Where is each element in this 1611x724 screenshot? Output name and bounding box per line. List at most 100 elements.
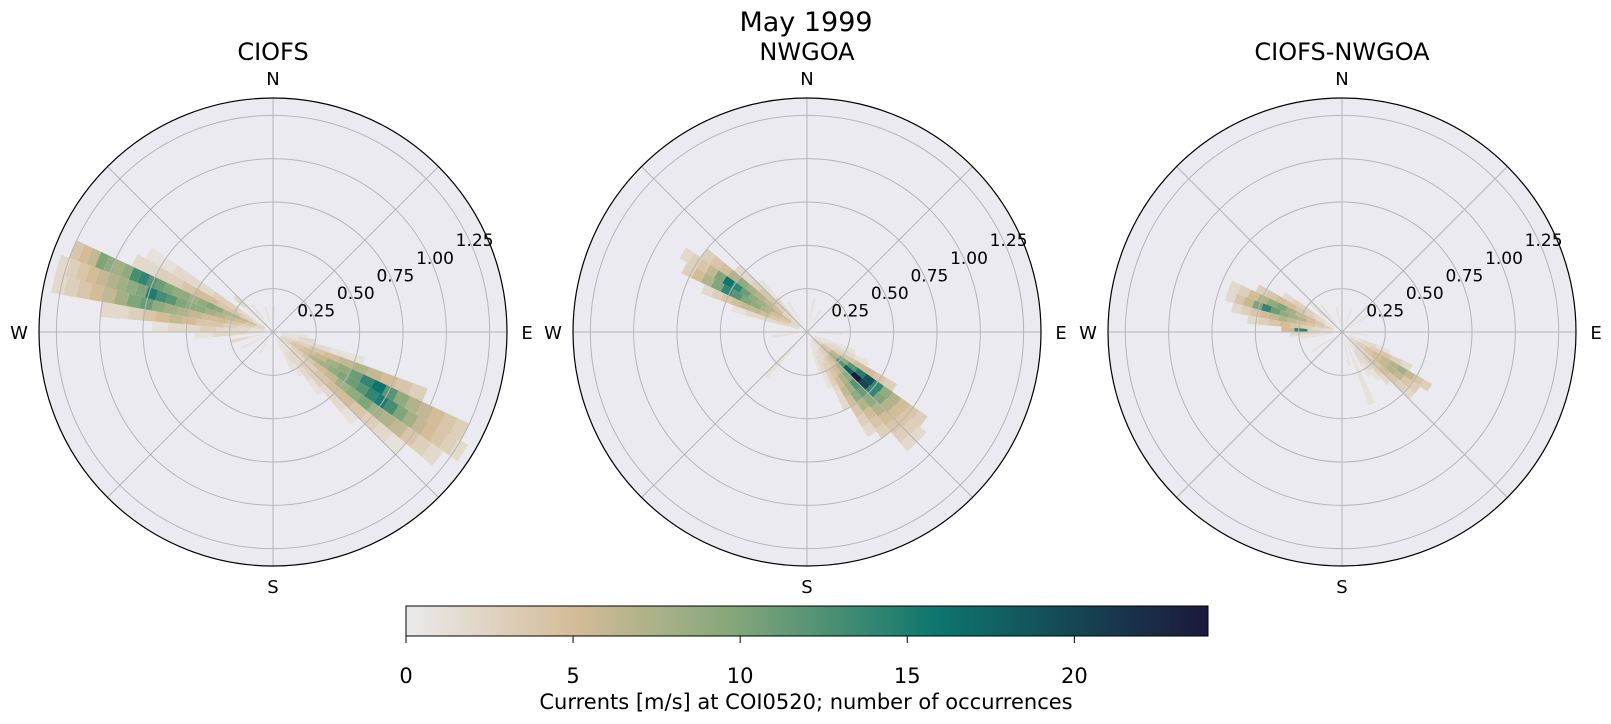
histogram-cell bbox=[290, 348, 305, 362]
histogram-cell bbox=[1348, 336, 1357, 344]
histogram-cell bbox=[88, 283, 105, 302]
histogram-cell bbox=[307, 378, 324, 396]
radial-tick-label: 1.25 bbox=[456, 231, 494, 251]
histogram-cell bbox=[179, 290, 192, 302]
histogram-cell bbox=[65, 258, 81, 280]
histogram-cell bbox=[151, 321, 169, 332]
histogram-cell bbox=[248, 329, 265, 332]
histogram-cell bbox=[1326, 317, 1336, 327]
histogram-cell bbox=[687, 253, 703, 269]
direction-label: W bbox=[1079, 323, 1097, 344]
histogram-cell bbox=[887, 392, 902, 407]
histogram-cell bbox=[1319, 303, 1330, 316]
histogram-cell bbox=[1305, 322, 1316, 328]
histogram-cell bbox=[740, 295, 753, 306]
grid-spoke bbox=[1176, 331, 1343, 498]
histogram-cell bbox=[1292, 299, 1306, 310]
histogram-cell bbox=[1318, 332, 1334, 335]
histogram-cell bbox=[113, 304, 130, 320]
histogram-cell bbox=[1419, 379, 1433, 392]
histogram-cell bbox=[273, 306, 276, 324]
histogram-cell bbox=[903, 404, 919, 420]
histogram-cell bbox=[1372, 350, 1383, 359]
histogram-cell bbox=[145, 286, 159, 301]
histogram-cell bbox=[291, 362, 303, 378]
histogram-cell bbox=[171, 286, 184, 299]
histogram-cell bbox=[756, 298, 768, 308]
histogram-cell bbox=[209, 320, 224, 328]
histogram-cell bbox=[828, 351, 838, 361]
histogram-cell bbox=[1356, 371, 1368, 390]
histogram-cell bbox=[1380, 355, 1391, 365]
histogram-cell bbox=[705, 264, 719, 279]
radial-tick-label: 0.75 bbox=[910, 266, 948, 286]
histogram-cell bbox=[155, 290, 168, 304]
histogram-cell bbox=[713, 270, 727, 284]
histogram-cell bbox=[168, 313, 184, 325]
colorbar: 0 5 10 15 20 Currents [m/s] at COI0520; numb… bbox=[399, 605, 1209, 714]
histogram-cell bbox=[135, 283, 149, 298]
histogram-cell bbox=[701, 284, 715, 298]
histogram-cell bbox=[290, 345, 304, 356]
histogram-cell bbox=[1354, 348, 1365, 361]
histogram-cell bbox=[125, 279, 139, 296]
histogram-cell bbox=[212, 332, 230, 338]
histogram-cell bbox=[1343, 340, 1348, 354]
histogram-cell bbox=[1353, 350, 1364, 365]
panel-title: CIOFS-NWGOA bbox=[1254, 38, 1430, 66]
histogram-cell bbox=[771, 319, 786, 327]
histogram-cell bbox=[709, 255, 725, 271]
histogram-cell bbox=[241, 341, 255, 350]
histogram-cell bbox=[818, 347, 827, 358]
grid-spoke bbox=[806, 331, 973, 498]
histogram-cell bbox=[1355, 346, 1366, 358]
colorbar-tick-label: 5 bbox=[566, 664, 579, 688]
histogram-cell bbox=[297, 338, 315, 347]
histogram-cell bbox=[126, 293, 142, 309]
histogram-cell bbox=[393, 390, 411, 408]
histogram-cell bbox=[1295, 311, 1307, 319]
histogram-cell bbox=[718, 262, 733, 277]
histogram-cell bbox=[862, 422, 877, 438]
radial-tick-label: 1.00 bbox=[950, 249, 988, 269]
histogram-cell bbox=[127, 306, 143, 321]
histogram-cell bbox=[1300, 324, 1313, 330]
histogram-cell bbox=[814, 334, 836, 345]
histogram-cell bbox=[1290, 332, 1305, 337]
histogram-cell bbox=[145, 274, 159, 289]
histogram-cell bbox=[323, 369, 339, 384]
histogram-cell bbox=[769, 311, 781, 320]
histogram-cell bbox=[183, 324, 201, 332]
histogram-cell bbox=[1285, 306, 1298, 316]
histogram-cell bbox=[1394, 379, 1407, 392]
histogram-cell bbox=[829, 349, 841, 359]
radial-tick-label: 0.75 bbox=[1445, 266, 1483, 286]
histogram-cell bbox=[377, 410, 397, 430]
histogram-cell bbox=[857, 378, 871, 391]
histogram-cell bbox=[330, 347, 349, 359]
histogram-cell bbox=[340, 406, 359, 425]
histogram-cell bbox=[1369, 345, 1382, 354]
histogram-cell bbox=[212, 291, 229, 305]
histogram-cell bbox=[448, 438, 469, 462]
histogram-cell bbox=[814, 336, 825, 344]
histogram-cell bbox=[730, 297, 743, 308]
histogram-cell bbox=[189, 309, 204, 320]
histogram-cell bbox=[1363, 351, 1374, 362]
colorbar-ticks: 0 5 10 15 20 bbox=[399, 636, 1088, 688]
histogram-cell bbox=[184, 300, 197, 312]
radial-tick-label: 1.00 bbox=[1485, 249, 1523, 269]
histogram-cell bbox=[733, 264, 748, 278]
histogram-cell bbox=[730, 289, 744, 301]
histogram-cell bbox=[842, 364, 854, 376]
histogram-cell bbox=[336, 370, 350, 383]
bars bbox=[51, 240, 470, 466]
histogram-cell bbox=[828, 366, 838, 379]
histogram-cell bbox=[764, 362, 780, 379]
histogram-cell bbox=[244, 321, 256, 328]
histogram-cell bbox=[783, 306, 794, 318]
histogram-cell bbox=[1403, 369, 1416, 381]
histogram-cell bbox=[882, 378, 898, 392]
histogram-cell bbox=[722, 275, 735, 289]
histogram-cell bbox=[781, 312, 792, 321]
